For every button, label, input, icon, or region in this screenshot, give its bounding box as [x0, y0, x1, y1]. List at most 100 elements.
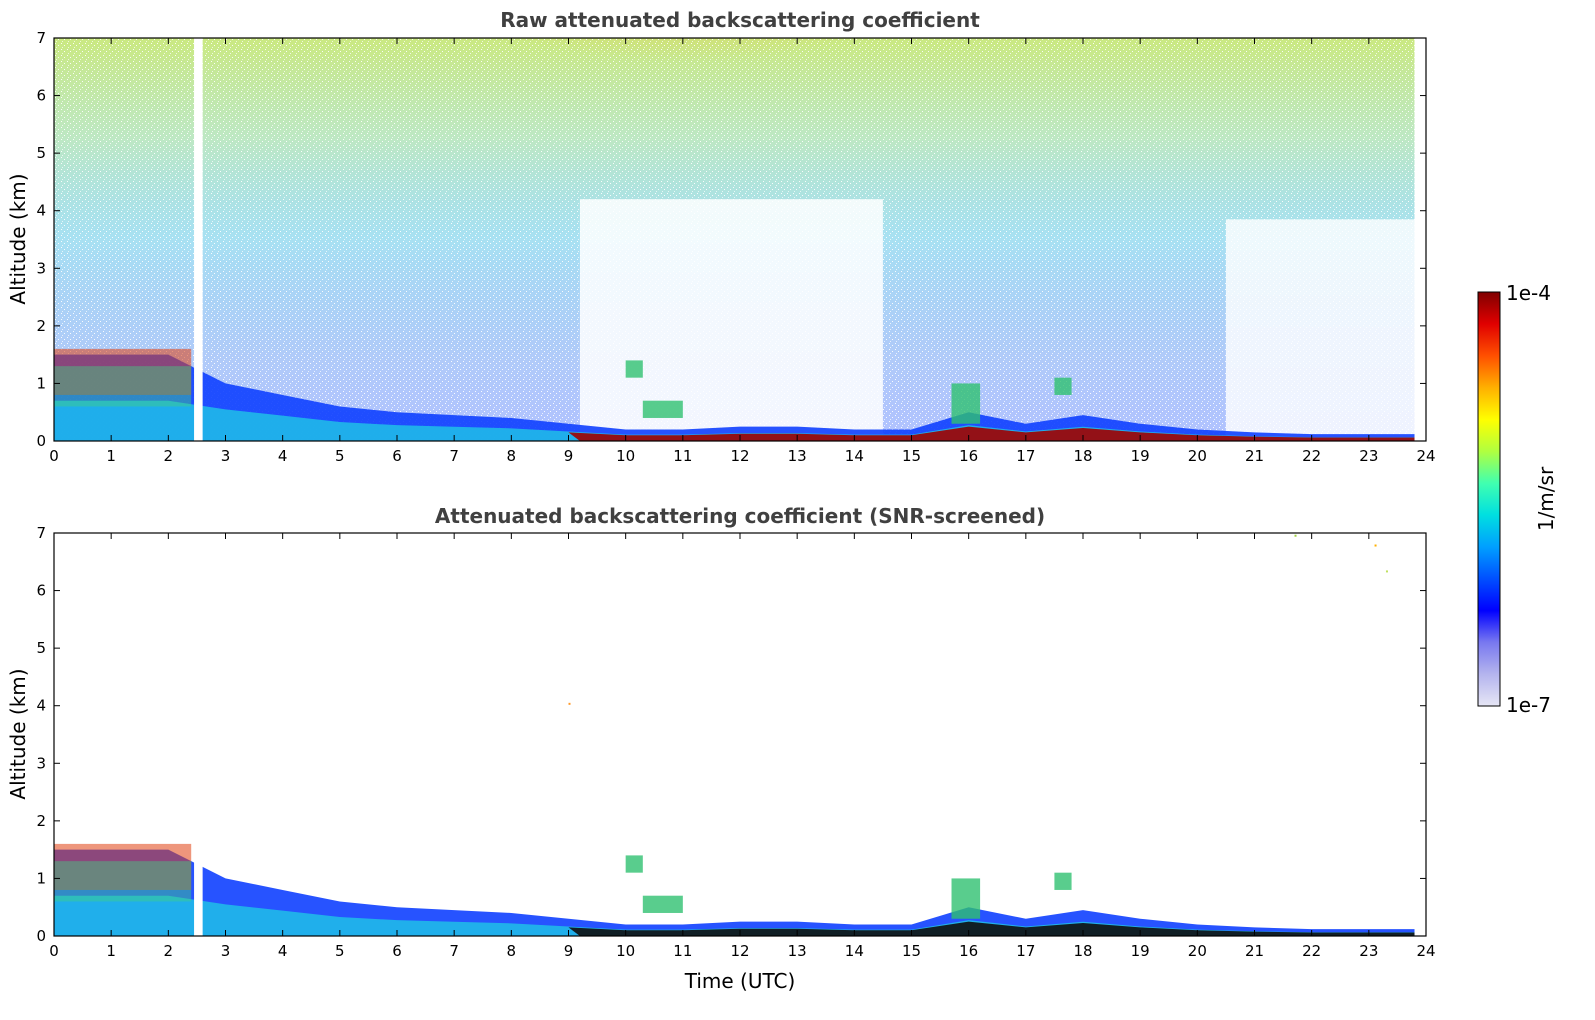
x-tick-label: 10 [616, 942, 635, 960]
y-tick-label: 6 [36, 87, 46, 105]
x-tick-label: 5 [335, 447, 345, 465]
x-tick-label: 18 [1073, 942, 1092, 960]
y-tick-label: 0 [36, 927, 46, 945]
x-tick-label: 6 [392, 447, 402, 465]
screened-plot-frame [53, 532, 1427, 937]
x-tick-label: 17 [1016, 447, 1035, 465]
x-axis-label: Time (UTC) [684, 969, 796, 993]
x-tick-label: 0 [49, 447, 59, 465]
screened-panel-title: Attenuated backscattering coefficient (S… [435, 504, 1045, 528]
colorbar-bar [1477, 291, 1501, 707]
surface-layer [568, 426, 1415, 441]
colorbar-max-label: 1e-4 [1506, 281, 1551, 305]
y-tick-label: 6 [36, 582, 46, 600]
x-tick-label: 4 [278, 447, 288, 465]
x-tick-label: 16 [959, 447, 978, 465]
x-tick-label: 11 [673, 942, 692, 960]
y-tick-label: 5 [36, 639, 46, 657]
screened-axes-ticks: 0 1 2 3 4 5 6 7 8 9 10 11 12 13 14 15 16 17 18 19 20 21 22 23 24… [36, 524, 1435, 960]
morning-cloud-layer [54, 843, 192, 890]
colorbar-min-label: 1e-7 [1506, 693, 1551, 717]
x-tick-label: 7 [449, 447, 459, 465]
x-tick-label: 10 [616, 447, 635, 465]
noise-pixel [568, 702, 571, 705]
y-tick-label: 3 [36, 754, 46, 772]
x-tick-label: 2 [164, 942, 174, 960]
data-gap [194, 38, 203, 441]
cloud-patch [1054, 872, 1072, 890]
raw-backscatter-panel: Raw attenuated backscattering coefficien… [6, 8, 1436, 465]
cloud-patch [951, 878, 981, 919]
y-tick-label: 5 [36, 144, 46, 162]
noise-pixel [1385, 570, 1388, 573]
x-tick-label: 11 [673, 447, 692, 465]
y-tick-label: 4 [36, 202, 46, 220]
x-tick-label: 9 [564, 942, 574, 960]
x-tick-label: 3 [221, 447, 231, 465]
x-tick-label: 3 [221, 942, 231, 960]
x-tick-label: 16 [959, 942, 978, 960]
screened-heatmap-image [54, 533, 1426, 936]
x-tick-label: 20 [1188, 447, 1207, 465]
raw-heatmap-image [54, 38, 1426, 441]
cloud-patch [951, 383, 981, 424]
data-gap [194, 533, 203, 936]
x-tick-label: 23 [1359, 447, 1378, 465]
surface-layer [568, 921, 1415, 936]
x-tick-label: 23 [1359, 942, 1378, 960]
morning-cloud-layer [54, 348, 192, 395]
x-tick-label: 7 [449, 942, 459, 960]
x-tick-label: 4 [278, 942, 288, 960]
x-tick-label: 6 [392, 942, 402, 960]
cloud-patch [642, 400, 683, 418]
x-tick-label: 14 [845, 447, 864, 465]
y-tick-label: 4 [36, 697, 46, 715]
x-tick-label: 22 [1302, 447, 1321, 465]
x-tick-label: 8 [507, 447, 517, 465]
x-tick-label: 18 [1073, 447, 1092, 465]
x-tick-label: 5 [335, 942, 345, 960]
y-tick-label: 7 [36, 29, 46, 47]
x-tick-label: 19 [1131, 942, 1150, 960]
x-tick-label: 14 [845, 942, 864, 960]
x-tick-label: 13 [788, 447, 807, 465]
cloud-patch [642, 895, 683, 913]
y-tick-label: 7 [36, 524, 46, 542]
x-tick-label: 22 [1302, 942, 1321, 960]
colorbar-unit-label: 1/m/sr [1534, 466, 1558, 531]
raw-y-axis-label: Altitude (km) [6, 173, 30, 304]
colorbar: 1e-4 1e-7 1/m/sr [1477, 281, 1558, 717]
cloud-patch [625, 360, 643, 378]
x-tick-label: 17 [1016, 942, 1035, 960]
screened-y-axis-label: Altitude (km) [6, 668, 30, 799]
x-tick-label: 12 [730, 447, 749, 465]
x-tick-label: 20 [1188, 942, 1207, 960]
boundary-layer-region [54, 354, 1415, 441]
raw-panel-title: Raw attenuated backscattering coefficien… [500, 8, 980, 32]
boundary-layer-region [54, 849, 1415, 936]
y-tick-label: 2 [36, 812, 46, 830]
no-data-region [1414, 38, 1426, 441]
x-tick-label: 1 [106, 447, 116, 465]
x-tick-label: 9 [564, 447, 574, 465]
y-tick-label: 3 [36, 259, 46, 277]
y-tick-label: 0 [36, 432, 46, 450]
noise-pixel [1294, 534, 1297, 537]
x-tick-label: 0 [49, 942, 59, 960]
x-tick-label: 21 [1245, 447, 1264, 465]
snr-screened-panel: Attenuated backscattering coefficient (S… [6, 504, 1436, 993]
speckle [54, 38, 1415, 441]
x-tick-label: 21 [1245, 942, 1264, 960]
x-tick-label: 19 [1131, 447, 1150, 465]
x-tick-label: 2 [164, 447, 174, 465]
raw-axes-ticks: 0 1 2 3 4 5 6 7 8 9 10 11 12 13 14 15 16 17 18 19 20 21 22 23 24… [36, 29, 1435, 465]
x-tick-label: 13 [788, 942, 807, 960]
y-tick-label: 1 [36, 869, 46, 887]
y-tick-label: 2 [36, 317, 46, 335]
no-data-region [1414, 533, 1426, 936]
x-tick-label: 12 [730, 942, 749, 960]
y-tick-label: 1 [36, 374, 46, 392]
x-tick-label: 24 [1416, 447, 1435, 465]
cloud-patch [625, 855, 643, 873]
